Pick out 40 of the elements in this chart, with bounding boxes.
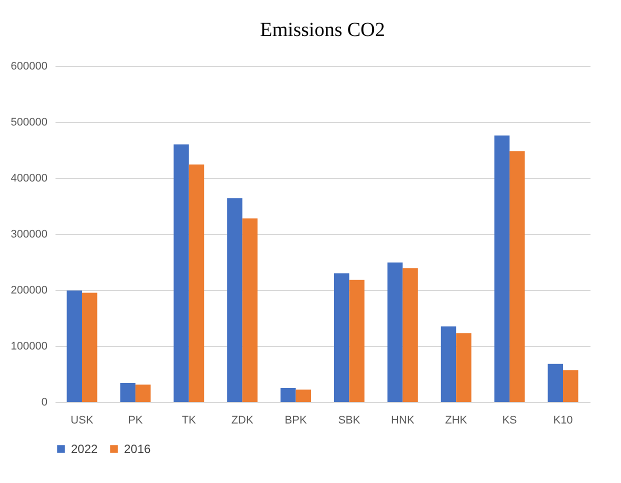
bar <box>334 273 350 402</box>
bar <box>227 198 242 402</box>
legend-label: 2022 <box>71 442 98 456</box>
bar <box>402 268 418 402</box>
x-tick-label: K10 <box>553 414 573 426</box>
y-tick-label: 600000 <box>10 60 48 72</box>
bar <box>548 364 564 402</box>
bar <box>82 292 98 402</box>
chart-title: Emissions CO2 <box>260 19 386 41</box>
bar <box>120 382 136 402</box>
bar <box>135 384 151 402</box>
bar <box>440 326 456 402</box>
x-tick-label: KS <box>502 414 517 426</box>
x-tick-label: ZDK <box>231 414 254 426</box>
y-tick-label: 0 <box>41 396 48 408</box>
x-tick-label: ZHK <box>445 414 468 426</box>
bar <box>456 333 472 402</box>
x-tick-label: BPK <box>284 414 308 426</box>
x-tick-label: USK <box>70 414 94 426</box>
y-tick-label: 500000 <box>10 116 48 128</box>
y-tick-label: 100000 <box>10 340 48 352</box>
bar <box>510 151 525 402</box>
bar <box>296 390 312 402</box>
bar <box>494 135 510 402</box>
bar <box>563 370 578 402</box>
y-tick-label: 300000 <box>10 228 48 240</box>
y-tick-label: 400000 <box>10 172 48 184</box>
bar <box>242 218 258 402</box>
bar <box>174 144 189 402</box>
x-tick-label: PK <box>128 414 144 426</box>
legend-label: 2016 <box>124 442 152 456</box>
x-tick-label: SBK <box>338 414 361 426</box>
bar <box>349 280 364 402</box>
bar <box>387 262 403 402</box>
x-tick-label: TK <box>182 414 197 426</box>
bar <box>280 388 296 402</box>
bar <box>66 290 82 402</box>
x-tick-label: HNK <box>391 414 415 426</box>
y-tick-label: 200000 <box>10 284 48 296</box>
bar <box>188 164 204 402</box>
